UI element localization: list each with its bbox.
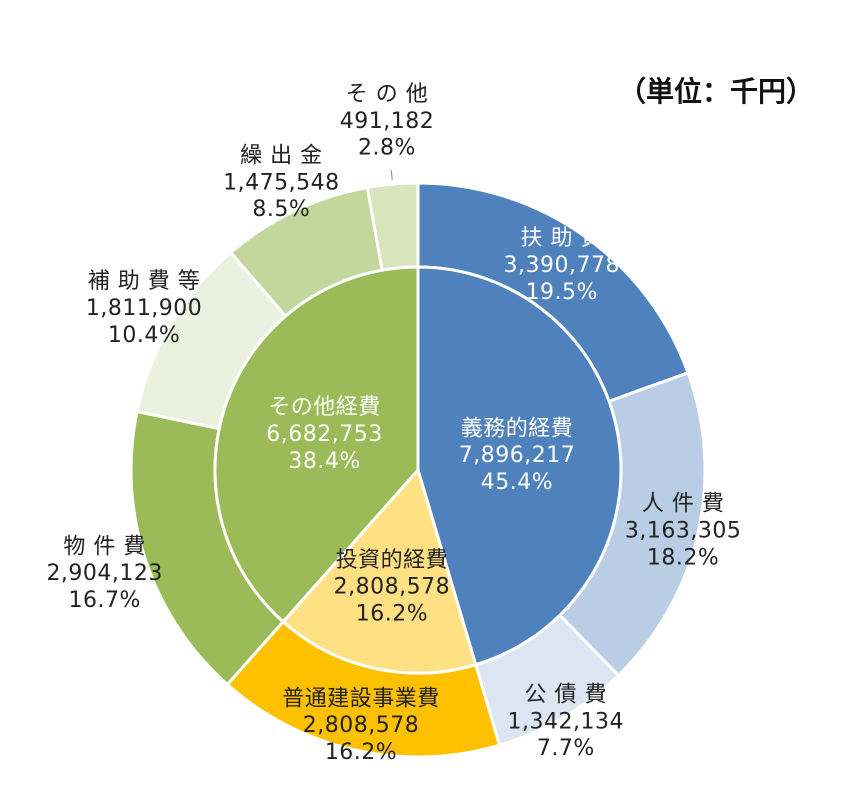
inner-slice-2 [281,466,478,675]
outer-label-6-line-2: 1,811,900 [86,296,202,321]
inner-label-3-line-2: 6,682,753 [266,422,382,447]
outer-label-1-line-3: 19.5% [526,280,598,305]
outer-label-7-line-1: 繰 出 金 [240,144,323,169]
outer-label-6-line-1: 補 助 費 等 [88,269,200,294]
outer-label-8-line-1: そ の 他 [346,82,429,107]
inner-label-1-line-3: 45.4% [481,470,553,495]
outer-label-1-line-1: 扶 助 費 [521,226,604,251]
outer-label-7-line-3: 8.5% [252,197,310,222]
outer-label-3-line-2: 1,342,134 [508,709,624,734]
unit-label: （単位：千円） [617,75,814,108]
outer-label-2-line-3: 18.2% [647,545,719,570]
inner-label-2-line-2: 2,808,578 [334,575,450,600]
outer-label-3-line-1: 公 債 費 [525,682,608,707]
leader-line-sonota [390,170,393,181]
outer-label-2-line-2: 3,163,305 [625,518,741,543]
outer-label-3-line-3: 7.7% [537,736,595,761]
outer-label-5-line-2: 2,904,123 [46,561,162,586]
outer-label-4-line-2: 2,808,578 [303,713,419,738]
outer-label-1-line-2: 3,390,778 [504,253,620,278]
outer-label-8-line-3: 2.8% [358,136,416,161]
inner-label-1-line-1: 義務的経費 [461,416,574,441]
inner-label-3-line-3: 38.4% [288,449,360,474]
outer-label-4-line-1: 普通建設事業費 [282,686,440,711]
outer-label-5-line-3: 16.7% [68,588,140,613]
inner-slice-3 [213,265,420,624]
outer-label-6-line-3: 10.4% [108,323,180,348]
outer-label-5-line-1: 物 件 費 [63,534,146,559]
outer-label-2-line-1: 人 件 費 [642,492,725,517]
inner-label-2-line-1: 投資的経費 [336,548,449,573]
inner-label-1-line-2: 7,896,217 [459,443,575,468]
outer-label-4-line-3: 16.2% [325,740,397,765]
outer-label-8-line-2: 491,182 [340,109,434,134]
inner-label-3-line-1: その他経費 [268,395,381,420]
inner-label-2-line-3: 16.2% [356,601,428,626]
inner-slice-1 [416,265,623,667]
outer-label-7-line-2: 1,475,548 [223,170,339,195]
